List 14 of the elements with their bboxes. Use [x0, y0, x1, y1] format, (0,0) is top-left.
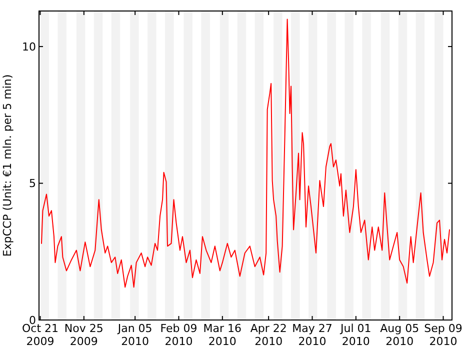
x-tick-label: Apr 22 2010 — [250, 322, 287, 348]
x-tick-label: Jul 01 2010 — [340, 322, 372, 348]
y-tick-label: 5 — [29, 177, 36, 190]
x-tick-label: Oct 21 2009 — [22, 322, 59, 348]
y-axis-title: ExpCCP (Unit: €1 mln. per 5 min) — [1, 74, 14, 257]
x-tick-label: Feb 09 2010 — [160, 322, 198, 348]
y-tick-label: 10 — [22, 40, 36, 54]
x-tick-label: Mar 16 2010 — [203, 322, 242, 348]
line-series — [40, 18, 450, 288]
x-tick-label: Sep 09 2010 — [424, 322, 462, 348]
x-tick-label: Jan 05 2010 — [116, 322, 152, 348]
x-tick-label: Aug 05 2010 — [380, 322, 420, 348]
x-tick-label: Nov 25 2009 — [64, 322, 104, 348]
x-tick-label: May 27 2010 — [292, 322, 332, 348]
